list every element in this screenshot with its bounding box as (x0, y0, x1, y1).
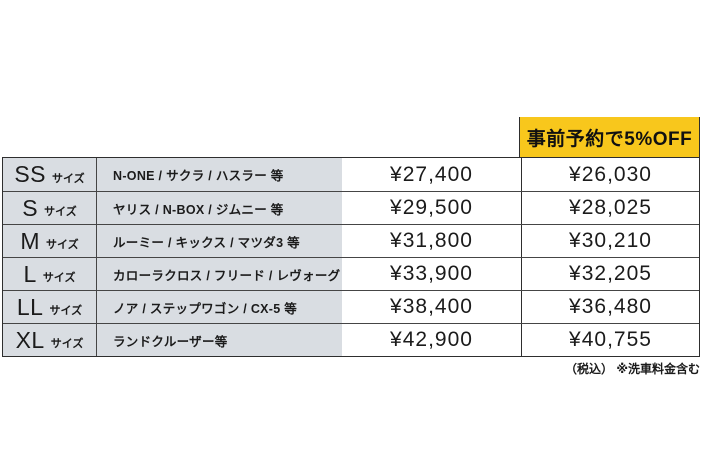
table-row: M サイズ ルーミー / キックス / マツダ3 等 ¥31,800 ¥30,2… (3, 224, 699, 257)
discount-price-cell: ¥40,755 (522, 324, 699, 356)
price-table: SS サイズ N-ONE / サクラ / ハスラー 等 ¥27,400 ¥26,… (2, 157, 700, 357)
tax-included-footnote: （税込） ※洗車料金含む (564, 362, 700, 376)
table-row: LL サイズ ノア / ステップワゴン / CX-5 等 ¥38,400 ¥36… (3, 290, 699, 323)
car-models-cell: ノア / ステップワゴン / CX-5 等 (97, 291, 342, 323)
car-models-cell: ヤリス / N-BOX / ジムニー 等 (97, 192, 342, 224)
size-label: M (20, 227, 40, 254)
regular-price-cell: ¥29,500 (342, 192, 522, 224)
car-models-cell: ランドクルーザー等 (97, 324, 342, 356)
regular-price-cell: ¥31,800 (342, 225, 522, 257)
size-cell: L サイズ (3, 258, 97, 290)
size-label: XL (15, 326, 45, 353)
promo-label: 事前予約で5%OFF (526, 128, 693, 150)
discount-price-cell: ¥28,025 (522, 192, 699, 224)
size-suffix-label: サイズ (49, 305, 83, 317)
car-models-cell: ルーミー / キックス / マツダ3 等 (97, 225, 342, 257)
size-cell: LL サイズ (3, 291, 97, 323)
size-cell: M サイズ (3, 225, 97, 257)
regular-price-cell: ¥42,900 (342, 324, 522, 356)
size-suffix-label: サイズ (52, 172, 85, 185)
size-cell: S サイズ (3, 192, 97, 224)
table-row: S サイズ ヤリス / N-BOX / ジムニー 等 ¥29,500 ¥28,0… (3, 191, 699, 224)
table-row: L サイズ カローラクロス / フリード / レヴォーグ 等 ¥33,900 ¥… (3, 257, 699, 290)
table-row: SS サイズ N-ONE / サクラ / ハスラー 等 ¥27,400 ¥26,… (3, 158, 699, 191)
discount-price-cell: ¥32,205 (522, 258, 699, 290)
size-suffix-label: サイズ (42, 272, 76, 284)
regular-price-cell: ¥33,900 (342, 258, 522, 290)
size-label: L (23, 260, 37, 287)
discount-price-cell: ¥26,030 (522, 158, 699, 191)
car-models-cell: カローラクロス / フリード / レヴォーグ 等 (97, 258, 357, 290)
size-suffix-label: サイズ (50, 338, 84, 350)
table-row: XL サイズ ランドクルーザー等 ¥42,900 ¥40,755 (3, 323, 699, 356)
size-label: SS (14, 161, 46, 187)
size-label: LL (16, 293, 44, 320)
size-suffix-label: サイズ (44, 206, 77, 218)
size-cell: SS サイズ (3, 158, 97, 191)
regular-price-cell: ¥27,400 (342, 158, 522, 191)
discount-price-cell: ¥36,480 (522, 291, 699, 323)
car-models-cell: N-ONE / サクラ / ハスラー 等 (97, 158, 342, 191)
size-label: S (22, 194, 39, 221)
regular-price-cell: ¥38,400 (342, 291, 522, 323)
size-cell: XL サイズ (3, 324, 97, 356)
size-suffix-label: サイズ (46, 239, 79, 251)
promo-header: 事前予約で5%OFF (519, 117, 700, 157)
discount-price-cell: ¥30,210 (522, 225, 699, 257)
